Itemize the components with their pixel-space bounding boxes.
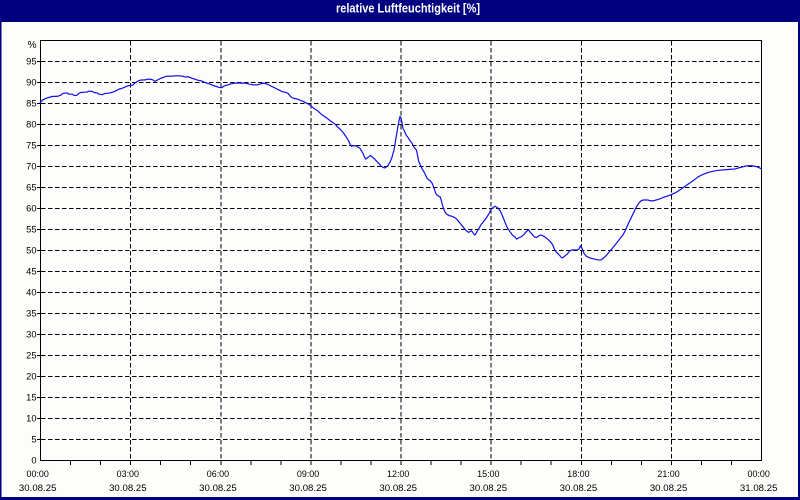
svg-text:06:00: 06:00 <box>207 469 229 479</box>
svg-text:10: 10 <box>26 413 36 423</box>
svg-text:90: 90 <box>26 77 36 87</box>
svg-text:30.08.25: 30.08.25 <box>19 483 57 493</box>
svg-text:30.08.25: 30.08.25 <box>650 483 688 493</box>
svg-text:30.08.25: 30.08.25 <box>109 483 147 493</box>
svg-text:70: 70 <box>26 161 36 171</box>
svg-text:09:00: 09:00 <box>297 469 319 479</box>
svg-text:80: 80 <box>26 119 36 129</box>
svg-text:35: 35 <box>26 308 36 318</box>
svg-text:30: 30 <box>26 329 36 339</box>
svg-text:40: 40 <box>26 287 36 297</box>
svg-text:20: 20 <box>26 371 36 381</box>
svg-text:00:00: 00:00 <box>748 469 770 479</box>
svg-text:31.08.25: 31.08.25 <box>740 483 778 493</box>
svg-text:60: 60 <box>26 203 36 213</box>
svg-text:65: 65 <box>26 182 36 192</box>
svg-text:15:00: 15:00 <box>477 469 499 479</box>
svg-text:95: 95 <box>26 56 36 66</box>
svg-text:15: 15 <box>26 392 36 402</box>
svg-text:25: 25 <box>26 350 36 360</box>
svg-text:00:00: 00:00 <box>27 469 49 479</box>
svg-text:30.08.25: 30.08.25 <box>560 483 598 493</box>
svg-text:45: 45 <box>26 266 36 276</box>
svg-text:03:00: 03:00 <box>117 469 139 479</box>
svg-text:50: 50 <box>26 245 36 255</box>
svg-text:30.08.25: 30.08.25 <box>470 483 508 493</box>
svg-text:75: 75 <box>26 140 36 150</box>
svg-text:55: 55 <box>26 224 36 234</box>
svg-text:30.08.25: 30.08.25 <box>379 483 417 493</box>
svg-text:85: 85 <box>26 98 36 108</box>
svg-text:30.08.25: 30.08.25 <box>289 483 327 493</box>
svg-text:30.08.25: 30.08.25 <box>199 483 237 493</box>
svg-text:0: 0 <box>31 455 36 465</box>
svg-text:%: % <box>28 40 37 51</box>
svg-text:relative Luftfeuchtigkeit [%]: relative Luftfeuchtigkeit [%] <box>336 2 480 16</box>
svg-text:12:00: 12:00 <box>387 469 409 479</box>
svg-text:18:00: 18:00 <box>567 469 589 479</box>
svg-text:5: 5 <box>31 434 36 444</box>
svg-text:21:00: 21:00 <box>657 469 679 479</box>
